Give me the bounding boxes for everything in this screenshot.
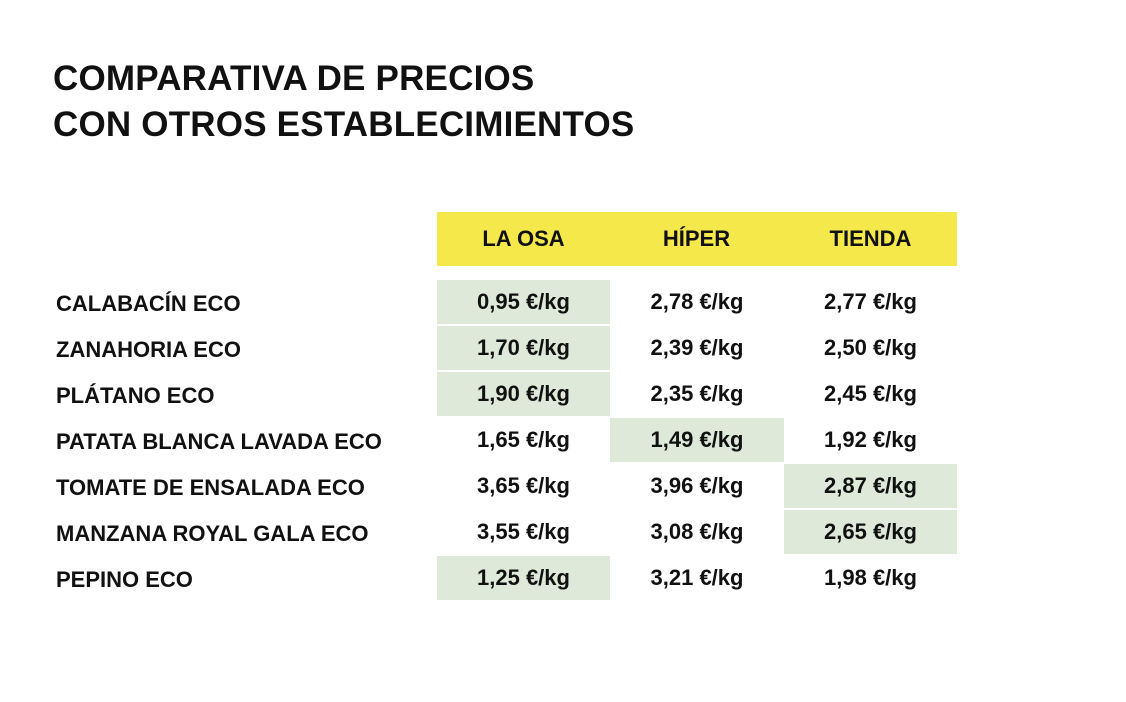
price-cell: 1,65 €/kg <box>477 427 570 452</box>
lowest-price-highlight <box>784 464 957 508</box>
row-label: PLÁTANO ECO <box>56 383 215 408</box>
row-label: ZANAHORIA ECO <box>56 337 241 362</box>
price-cell: 3,55 €/kg <box>477 519 570 544</box>
row-label: CALABACÍN ECO <box>56 291 241 316</box>
price-cell: 2,39 €/kg <box>650 335 744 360</box>
column-header-bar <box>437 212 957 266</box>
row-label: MANZANA ROYAL GALA ECO <box>56 521 369 546</box>
chart-title: COMPARATIVA DE PRECIOS CON OTROS ESTABLE… <box>53 56 634 148</box>
chart-title-line-1: COMPARATIVA DE PRECIOS <box>53 59 535 98</box>
lowest-price-highlight <box>437 326 610 370</box>
row-label: PEPINO ECO <box>56 567 193 592</box>
price-cell: 2,45 €/kg <box>824 381 917 406</box>
price-cell: 1,49 €/kg <box>650 427 744 452</box>
lowest-price-highlight <box>437 556 610 600</box>
lowest-price-highlight <box>784 510 957 554</box>
price-cell: 1,90 €/kg <box>477 381 570 406</box>
price-cell: 2,78 €/kg <box>650 289 744 314</box>
row-label: PATATA BLANCA LAVADA ECO <box>56 429 382 454</box>
price-cell: 1,70 €/kg <box>477 335 570 360</box>
price-cell: 3,96 €/kg <box>650 473 744 498</box>
price-cell: 1,25 €/kg <box>477 565 570 590</box>
price-cell: 2,35 €/kg <box>650 381 744 406</box>
lowest-price-highlight <box>437 372 610 416</box>
price-cell: 3,08 €/kg <box>650 519 744 544</box>
column-header-tienda: TIENDA <box>829 226 912 251</box>
price-cell: 2,87 €/kg <box>824 473 917 498</box>
price-cell: 3,21 €/kg <box>650 565 744 590</box>
chart-title-line-2: CON OTROS ESTABLECIMIENTOS <box>53 105 635 144</box>
column-header-hiper: HÍPER <box>662 226 731 251</box>
price-cell: 0,95 €/kg <box>477 289 570 314</box>
price-cell: 2,65 €/kg <box>824 519 917 544</box>
price-cell: 1,92 €/kg <box>824 427 917 452</box>
lowest-price-highlight <box>437 280 610 324</box>
price-cell: 3,65 €/kg <box>477 473 570 498</box>
price-cell: 1,98 €/kg <box>824 565 917 590</box>
price-cell: 2,50 €/kg <box>824 335 917 360</box>
price-cell: 2,77 €/kg <box>824 289 917 314</box>
row-label: TOMATE DE ENSALADA ECO <box>56 475 365 500</box>
column-header-la-osa: LA OSA <box>482 226 565 251</box>
lowest-price-highlight <box>610 418 784 462</box>
